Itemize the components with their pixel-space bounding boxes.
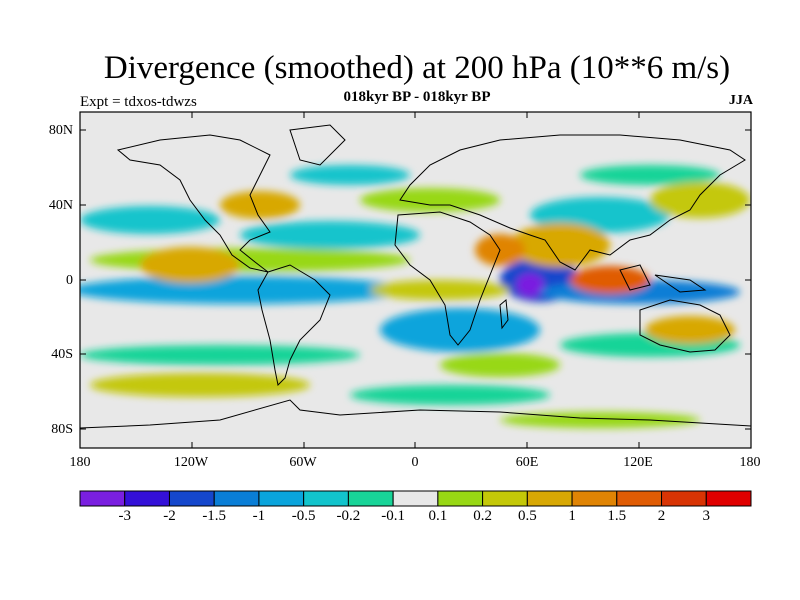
lat-label-0: 0 [66, 273, 73, 288]
lat-label-80s: 80S [51, 422, 73, 437]
divergence-field [80, 165, 750, 428]
lon-label-60w: 60W [289, 455, 317, 470]
lon-label-60e: 60E [515, 455, 539, 470]
field-blob [580, 165, 720, 185]
colorbar-label: -2 [163, 508, 176, 524]
colorbar-swatch [571, 490, 618, 507]
plot-subtitle: 018kyr BP - 018kyr BP [343, 89, 491, 105]
lat-label-80n: 80N [48, 123, 73, 138]
field-blob [570, 266, 650, 294]
colorbar-swatch [392, 490, 439, 507]
colorbar-swatch [213, 490, 260, 507]
lon-label-180-right: 180 [739, 455, 761, 470]
madagascar-coast [499, 299, 509, 330]
field-blob [370, 280, 510, 300]
colorbar-swatch [705, 490, 752, 507]
colorbar-label: 0.2 [473, 508, 492, 524]
lat-label-40s: 40S [51, 347, 73, 362]
colorbar-swatch [526, 490, 573, 507]
colorbar-swatch [79, 490, 126, 507]
maritime-continent-coast [619, 264, 707, 293]
field-blob [516, 273, 544, 297]
experiment-label: Expt = tdxos-tdwzs [80, 94, 197, 110]
colorbar-swatch [124, 490, 170, 507]
field-blob [350, 385, 550, 405]
longitude-ticks [79, 112, 752, 448]
season-label: JJA [728, 93, 753, 108]
colorbar-label: 2 [657, 508, 666, 524]
colorbar-swatch [258, 490, 305, 507]
field-blob [80, 276, 410, 304]
colorbar-label: -1.5 [202, 508, 227, 524]
field-blob [380, 308, 540, 352]
australia-coast [639, 299, 731, 353]
colorbar-label: -0.2 [336, 508, 361, 524]
greenland-coast [289, 124, 346, 166]
colorbar-label: 0.1 [428, 508, 448, 524]
colorbar-label: 1 [568, 508, 576, 524]
colorbar-swatch [303, 490, 349, 507]
colorbar-label: -3 [118, 508, 131, 524]
colorbar-swatch [347, 490, 394, 507]
latitude-ticks [80, 129, 751, 430]
field-blob [360, 188, 500, 212]
colorbar-swatch [168, 490, 215, 507]
colorbar-label: 0.5 [517, 508, 537, 524]
africa-coast [394, 211, 501, 346]
colorbar-label: -0.1 [381, 508, 405, 524]
field-blob [90, 373, 310, 397]
coastlines [80, 124, 751, 429]
field-blob [290, 165, 410, 185]
colorbar-swatch [437, 490, 484, 507]
colorbar-label: 1.5 [607, 508, 627, 524]
colorbar-swatch [482, 490, 528, 507]
field-blob [645, 316, 735, 344]
lon-label-120w: 120W [173, 455, 209, 470]
lat-label-40n: 40N [48, 198, 73, 213]
field-blob [240, 221, 420, 249]
field-blob [650, 182, 750, 218]
lon-label-120e: 120E [623, 455, 653, 470]
field-blob [220, 191, 300, 219]
lon-label-180-left: 180 [69, 455, 91, 470]
field-blob [140, 247, 240, 283]
colorbar-label: -1 [252, 508, 266, 524]
south-america-coast [257, 264, 331, 387]
field-blob [80, 206, 220, 234]
lon-label-0: 0 [411, 455, 419, 470]
colorbar-label: -0.5 [291, 508, 316, 524]
eurasia-coast [399, 134, 746, 271]
field-blob [440, 353, 560, 377]
colorbar-swatch [661, 490, 707, 507]
north-america-coast [116, 134, 271, 273]
plot-title: Divergence (smoothed) at 200 hPa (10**6 … [103, 50, 731, 86]
antarctica-coast [80, 399, 751, 429]
colorbar-swatch [616, 490, 663, 507]
colorbar-label: 3 [702, 508, 711, 524]
